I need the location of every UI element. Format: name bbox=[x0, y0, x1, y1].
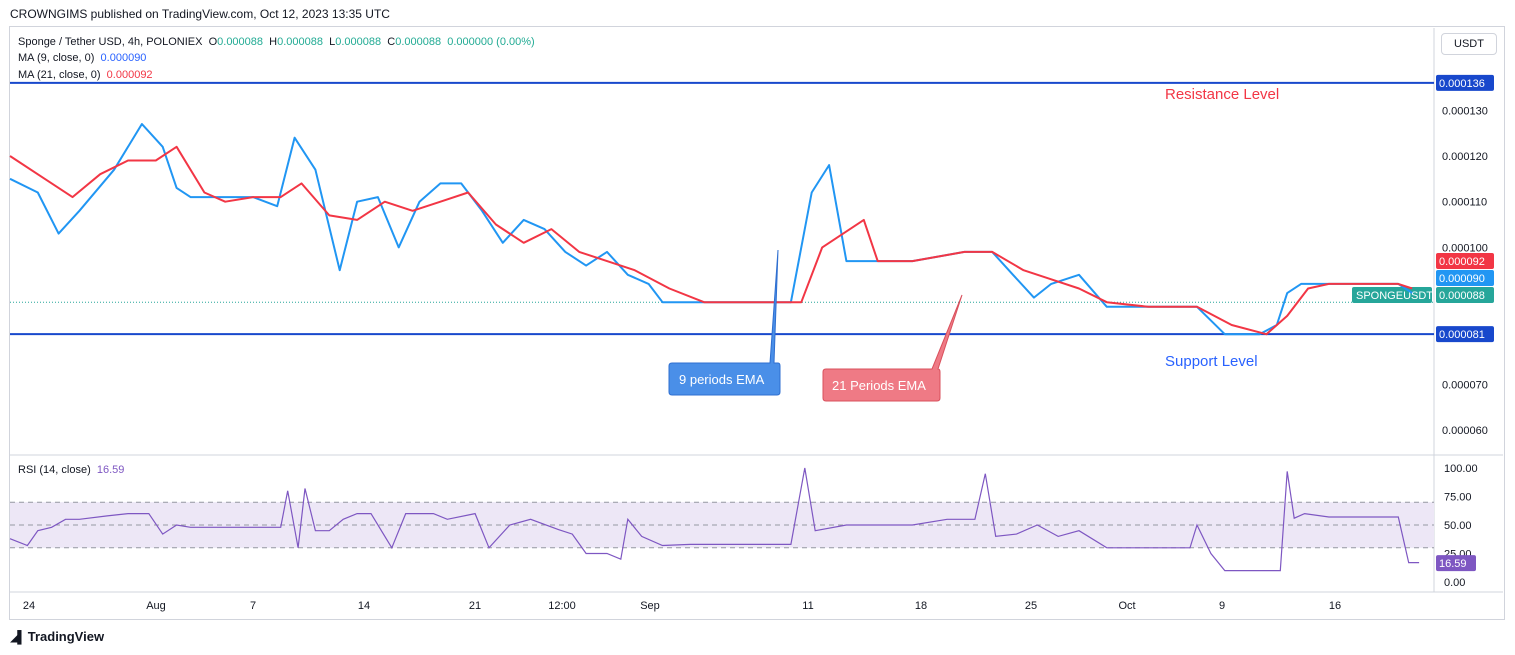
price-tag-label: 0.000092 bbox=[1439, 256, 1485, 268]
time-tick-label: 9 bbox=[1219, 600, 1225, 612]
rsi-value-tag-label: 16.59 bbox=[1439, 558, 1467, 570]
ma9-value: 0.000090 bbox=[100, 52, 147, 64]
price-tag bbox=[1436, 253, 1494, 269]
time-tick-label: 16 bbox=[1329, 600, 1341, 612]
rsi-tick-label: 50.00 bbox=[1444, 520, 1472, 532]
ma9-label: MA (9, close, 0) bbox=[18, 52, 95, 64]
price-tick-label: 0.000060 bbox=[1442, 425, 1488, 437]
publisher-caption: CROWNGIMS published on TradingView.com, … bbox=[10, 7, 390, 21]
high-value: 0.000088 bbox=[277, 36, 323, 48]
time-tick-label: Oct bbox=[1118, 600, 1135, 612]
rsi-legend[interactable]: RSI (14, close) 16.59 bbox=[18, 464, 124, 476]
time-tick-label: Sep bbox=[640, 600, 660, 612]
level-price-tag-label: 0.000136 bbox=[1439, 78, 1485, 90]
time-tick-label: 12:00 bbox=[548, 600, 576, 612]
rsi-value: 16.59 bbox=[96, 464, 125, 476]
time-tick-label: 18 bbox=[915, 600, 927, 612]
close-label: C bbox=[387, 36, 396, 48]
rsi-line[interactable] bbox=[9, 467, 1420, 572]
symbol-legend: Sponge / Tether USD, 4h, POLONIEX O0.000… bbox=[18, 36, 535, 48]
ema21-callout bbox=[822, 294, 963, 402]
time-tick-label: 21 bbox=[469, 600, 481, 612]
price-tick-label: 0.000130 bbox=[1442, 105, 1488, 117]
ema9-callout bbox=[668, 249, 781, 396]
currency-button[interactable]: USDT bbox=[1441, 33, 1497, 55]
time-tick-label: Aug bbox=[146, 600, 166, 612]
ma21-value: 0.000092 bbox=[106, 69, 153, 81]
price-tick-label: 0.000070 bbox=[1442, 379, 1488, 391]
symbol-tag-label: SPONGEUSDT bbox=[1356, 290, 1433, 302]
ma21-legend[interactable]: MA (21, close, 0) 0.000092 bbox=[18, 69, 153, 81]
rsi-tick-label: 100.00 bbox=[1444, 463, 1478, 475]
low-label: L bbox=[329, 36, 336, 48]
change-value: 0.000000 (0.00%) bbox=[447, 36, 535, 48]
close-value: 0.000088 bbox=[395, 36, 442, 48]
time-tick-label: 11 bbox=[802, 600, 813, 612]
support-level-annotation: Support Level bbox=[1165, 353, 1258, 370]
time-tick-label: 25 bbox=[1025, 600, 1037, 612]
price-tick-label: 0.000120 bbox=[1442, 151, 1488, 163]
level-price-tag-label: 0.000081 bbox=[1439, 329, 1485, 341]
resistance-level-annotation: Resistance Level bbox=[1165, 86, 1279, 103]
tradingview-logo-icon: ◢▌ bbox=[10, 629, 26, 644]
rsi-tick-label: 0.00 bbox=[1444, 577, 1465, 589]
time-tick-label: 7 bbox=[250, 600, 256, 612]
open-label: O bbox=[208, 36, 218, 48]
price-tag-label: 0.000088 bbox=[1439, 290, 1485, 302]
ma9-legend[interactable]: MA (9, close, 0) 0.000090 bbox=[18, 52, 146, 64]
price-tag bbox=[1436, 270, 1494, 286]
rsi-tick-label: 75.00 bbox=[1444, 492, 1472, 504]
level-price-tag bbox=[1436, 74, 1494, 91]
ma21-label: MA (21, close, 0) bbox=[18, 69, 101, 81]
rsi-label: RSI (14, close) bbox=[18, 464, 91, 476]
ema9-callout-label: 9 periods EMA bbox=[679, 372, 765, 387]
price-tick-label: 0.000100 bbox=[1442, 242, 1488, 254]
rsi-value-tag bbox=[1436, 555, 1476, 572]
chart-frame bbox=[9, 26, 1505, 620]
ema21-callout-label: 21 Periods EMA bbox=[832, 378, 926, 393]
time-tick-label: 24 bbox=[23, 600, 35, 612]
tradingview-brand-label: TradingView bbox=[27, 629, 105, 644]
ma21-line[interactable] bbox=[9, 145, 1413, 336]
price-tick-label: 0.000110 bbox=[1442, 197, 1487, 209]
price-tag-label: 0.000090 bbox=[1439, 273, 1485, 285]
high-label: H bbox=[269, 36, 278, 48]
time-tick-label: 14 bbox=[358, 600, 370, 612]
open-value: 0.000088 bbox=[217, 36, 264, 48]
level-price-tag bbox=[1436, 326, 1494, 343]
price-tag bbox=[1436, 287, 1494, 303]
tradingview-brand[interactable]: ◢▌ TradingView bbox=[10, 629, 104, 644]
symbol-name: Sponge / Tether USD, 4h, POLONIEX bbox=[18, 36, 203, 48]
low-value: 0.000088 bbox=[335, 36, 382, 48]
symbol-tag bbox=[1352, 287, 1432, 303]
